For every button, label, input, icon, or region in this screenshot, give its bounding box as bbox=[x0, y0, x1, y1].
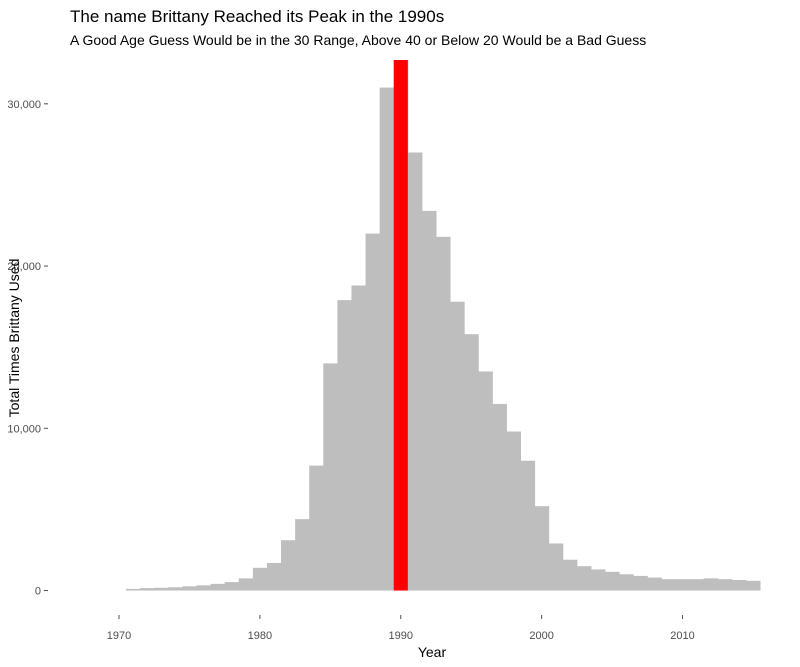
highlight-group bbox=[393, 60, 408, 591]
bar-2009 bbox=[661, 579, 676, 591]
bar-1979 bbox=[238, 578, 254, 591]
x-tick-label: 1990 bbox=[389, 630, 413, 642]
bar-1999 bbox=[520, 460, 536, 591]
bar-2007 bbox=[633, 575, 648, 591]
bar-2005 bbox=[605, 571, 620, 591]
x-axis-title: Year bbox=[418, 644, 447, 660]
bar-2013 bbox=[717, 579, 733, 591]
bar-1987 bbox=[351, 285, 367, 591]
bar-1991 bbox=[407, 152, 423, 591]
bar-1980 bbox=[252, 567, 268, 591]
y-axis-title: Total Times Brittany Used bbox=[6, 259, 22, 418]
y-tick-label: 10,000 bbox=[7, 423, 41, 435]
bar-1978 bbox=[224, 582, 240, 591]
bar-1976 bbox=[196, 585, 212, 591]
bar-1989 bbox=[379, 87, 395, 591]
bar-2011 bbox=[689, 579, 705, 591]
chart-title: The name Brittany Reached its Peak in th… bbox=[70, 7, 444, 26]
y-tick-label: 0 bbox=[35, 586, 41, 598]
bar-1972 bbox=[140, 588, 155, 591]
bar-2006 bbox=[619, 574, 634, 591]
bar-2012 bbox=[703, 578, 719, 591]
bar-1974 bbox=[168, 587, 183, 591]
bar-1982 bbox=[281, 540, 296, 591]
chart-subtitle: A Good Age Guess Would be in the 30 Rang… bbox=[70, 32, 646, 48]
bar-1981 bbox=[266, 562, 282, 591]
bar-1984 bbox=[309, 465, 324, 591]
x-tick-label: 2010 bbox=[670, 630, 694, 642]
bar-1994 bbox=[450, 301, 465, 591]
bar-2003 bbox=[576, 566, 592, 591]
x-tick-label: 1980 bbox=[248, 630, 272, 642]
bar-1998 bbox=[506, 431, 522, 591]
x-tick-label: 1970 bbox=[107, 630, 131, 642]
bar-1975 bbox=[182, 586, 198, 591]
bar-1993 bbox=[435, 236, 451, 591]
bar-2002 bbox=[562, 559, 578, 591]
bar-1985 bbox=[323, 363, 338, 591]
bars-group bbox=[126, 60, 761, 591]
bar-2004 bbox=[590, 569, 606, 591]
y-axis: 0 10,000 20,000 30,000 bbox=[7, 99, 48, 598]
bar-2015 bbox=[745, 580, 761, 591]
bar-1971 bbox=[126, 588, 141, 591]
y-tick-label: 20,000 bbox=[7, 261, 41, 273]
bar-1997 bbox=[492, 403, 507, 591]
bar-1995 bbox=[464, 334, 479, 591]
bar-1983 bbox=[295, 519, 310, 591]
bar-1973 bbox=[154, 587, 169, 591]
bar-1992 bbox=[421, 210, 437, 591]
bar-1996 bbox=[478, 371, 493, 591]
bar-2001 bbox=[548, 543, 564, 591]
y-tick-label: 30,000 bbox=[7, 99, 41, 111]
bar-1988 bbox=[365, 233, 381, 591]
x-tick-label: 2000 bbox=[529, 630, 553, 642]
bar-2000 bbox=[534, 506, 550, 591]
bar-1986 bbox=[337, 300, 352, 591]
bar-2010 bbox=[675, 579, 691, 591]
bar-2014 bbox=[731, 579, 747, 591]
bar-2008 bbox=[647, 577, 662, 591]
bar-1977 bbox=[210, 583, 226, 591]
x-axis: 1970 1980 1990 2000 2010 bbox=[107, 615, 695, 642]
highlight-bar-1990 bbox=[393, 60, 408, 591]
